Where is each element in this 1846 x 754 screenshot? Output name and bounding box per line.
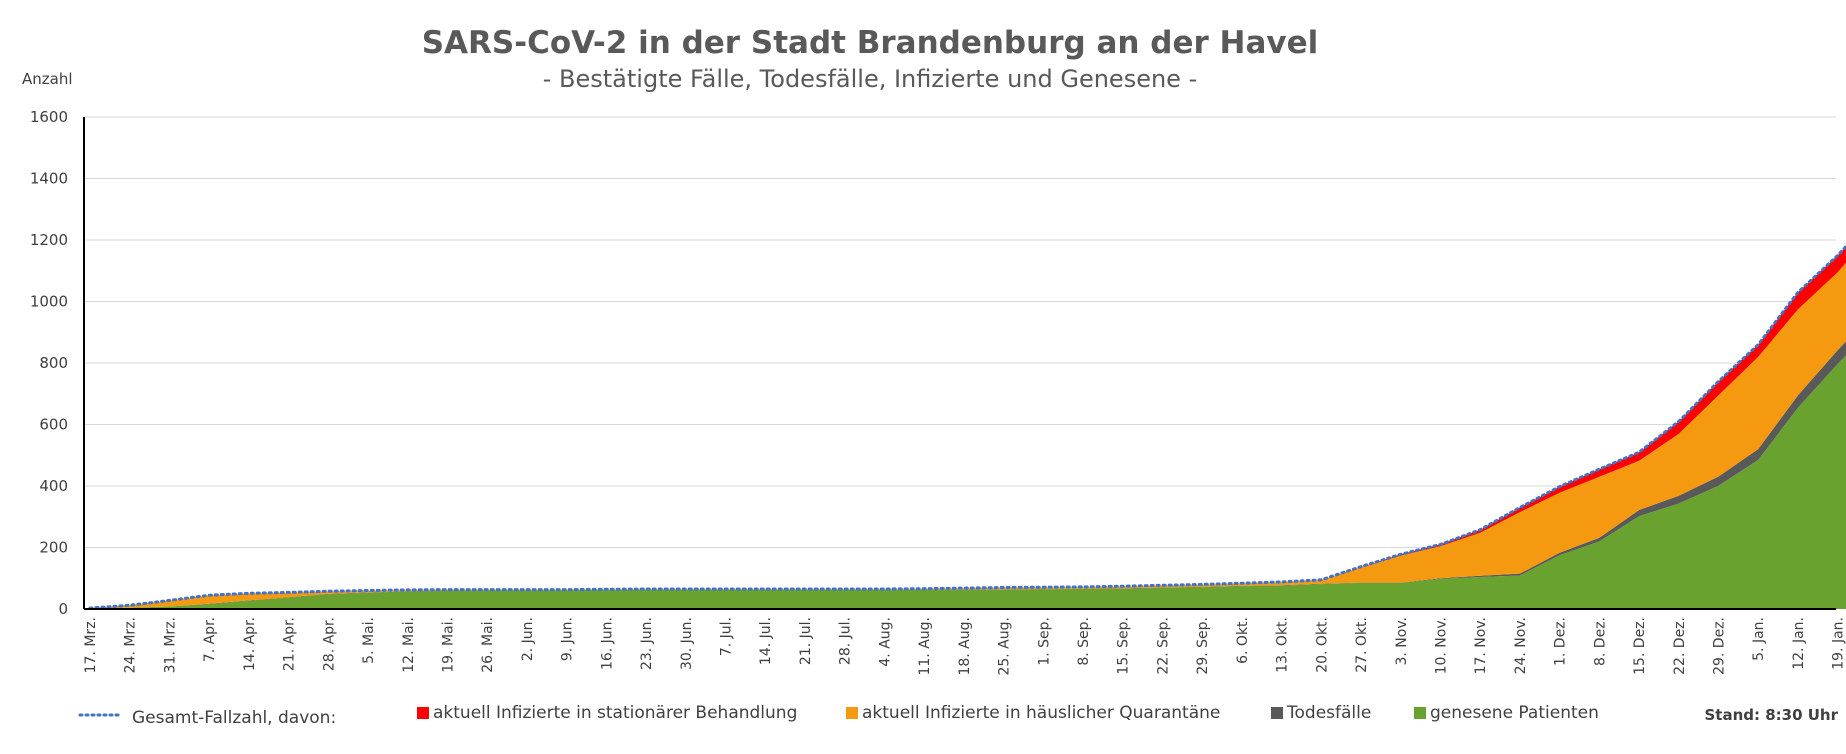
y-tick-label-4: 800 — [39, 354, 68, 372]
y-axis-ticks: 0 200 400 600 800 1000 1200 1400 1600 — [30, 108, 68, 618]
x-tick-label-12: 9. Jun. — [560, 617, 576, 661]
x-axis-ticks: 17. Mrz. 24. Mrz. 31. Mrz. 7. Apr. 14. Apr. 2… — [83, 617, 1846, 676]
x-tick-label-37: 1. Dez. — [1553, 617, 1569, 666]
x-tick-label-10: 26. Mai. — [480, 617, 496, 673]
legend: Gesamt-Fallzahl, davon: aktuell Infiziert… — [78, 703, 1599, 728]
x-tick-label-15: 30. Jun. — [679, 617, 695, 670]
x-tick-label-30: 13. Okt. — [1275, 617, 1291, 673]
x-tick-label-1: 24. Mrz. — [123, 617, 139, 673]
legend-label-0: Gesamt-Fallzahl, davon: — [132, 708, 336, 728]
x-tick-label-23: 25. Aug. — [997, 617, 1013, 676]
x-tick-label-4: 14. Apr. — [242, 617, 258, 671]
x-tick-label-16: 7. Jul. — [719, 617, 735, 656]
axes — [83, 117, 1836, 610]
x-tick-label-34: 10. Nov. — [1433, 617, 1449, 674]
legend-swatch-1 — [417, 707, 429, 719]
x-tick-label-5: 21. Apr. — [282, 617, 298, 671]
legend-swatch-4 — [1414, 707, 1426, 719]
x-tick-label-36: 24. Nov. — [1513, 617, 1529, 674]
x-tick-label-39: 15. Dez. — [1632, 617, 1648, 675]
x-tick-label-17: 14. Jul. — [758, 617, 774, 665]
x-tick-label-18: 21. Jul. — [798, 617, 814, 665]
x-tick-label-35: 17. Nov. — [1473, 617, 1489, 674]
y-tick-label-2: 400 — [39, 477, 68, 495]
y-tick-label-6: 1200 — [30, 231, 68, 249]
gridlines — [84, 116, 1836, 548]
x-tick-label-26: 15. Sep. — [1116, 617, 1132, 675]
y-tick-label-7: 1400 — [30, 170, 68, 188]
x-tick-label-43: 12. Jan. — [1791, 617, 1807, 670]
x-tick-label-9: 19. Mai. — [440, 617, 456, 673]
chart-subtitle: - Bestätigte Fälle, Todesfälle, Infizier… — [543, 65, 1197, 93]
y-tick-label-0: 0 — [58, 600, 68, 618]
legend-swatch-3 — [1271, 707, 1283, 719]
x-tick-label-20: 4. Aug. — [877, 617, 893, 667]
x-tick-label-28: 29. Sep. — [1195, 617, 1211, 675]
x-tick-label-44: 19. Jan. — [1831, 617, 1846, 670]
y-axis-label: Anzahl — [22, 70, 73, 88]
x-tick-label-14: 23. Jun. — [639, 617, 655, 670]
x-tick-label-31: 20. Okt. — [1314, 617, 1330, 673]
x-tick-label-11: 2. Jun. — [520, 617, 536, 661]
x-tick-label-0: 17. Mrz. — [83, 617, 99, 673]
x-tick-label-38: 8. Dez. — [1592, 617, 1608, 666]
legend-label-2: aktuell Infizierte in häuslicher Quarant… — [862, 703, 1220, 723]
total-line — [88, 244, 1846, 610]
x-tick-label-13: 16. Jun. — [599, 617, 615, 670]
stand-label: Stand: 8:30 Uhr — [1704, 706, 1838, 724]
chart-title: SARS-CoV-2 in der Stadt Brandenburg an d… — [422, 25, 1319, 61]
x-tick-label-27: 22. Sep. — [1155, 617, 1171, 675]
x-tick-label-42: 5. Jan. — [1751, 617, 1767, 661]
x-tick-label-21: 11. Aug. — [917, 617, 933, 676]
legend-swatch-2 — [846, 707, 858, 719]
x-tick-label-6: 28. Apr. — [321, 617, 337, 671]
x-tick-label-22: 18. Aug. — [957, 617, 973, 676]
x-tick-label-19: 28. Jul. — [838, 617, 854, 665]
x-tick-label-33: 3. Nov. — [1394, 617, 1410, 666]
x-tick-label-41: 29. Dez. — [1712, 617, 1728, 675]
area-series-0 — [90, 355, 1846, 609]
y-tick-label-1: 200 — [39, 539, 68, 557]
legend-label-1: aktuell Infizierte in stationärer Behand… — [433, 703, 797, 723]
y-tick-label-3: 600 — [39, 416, 68, 434]
x-tick-label-8: 12. Mai. — [401, 617, 417, 673]
legend-label-4: genesene Patienten — [1430, 703, 1599, 723]
stacked-areas — [90, 246, 1846, 609]
x-tick-label-7: 5. Mai. — [361, 617, 377, 664]
x-tick-label-40: 22. Dez. — [1672, 617, 1688, 675]
total-line-group — [88, 244, 1846, 610]
legend-label-3: Todesfälle — [1286, 703, 1371, 723]
x-tick-label-29: 6. Okt. — [1235, 617, 1251, 664]
x-tick-label-24: 1. Sep. — [1036, 617, 1052, 666]
x-tick-label-25: 8. Sep. — [1076, 617, 1092, 666]
x-tick-label-2: 31. Mrz. — [162, 617, 178, 673]
y-tick-label-8: 1600 — [30, 108, 68, 126]
x-tick-label-32: 27. Okt. — [1354, 617, 1370, 673]
y-tick-label-5: 1000 — [30, 293, 68, 311]
x-tick-label-3: 7. Apr. — [202, 617, 218, 662]
